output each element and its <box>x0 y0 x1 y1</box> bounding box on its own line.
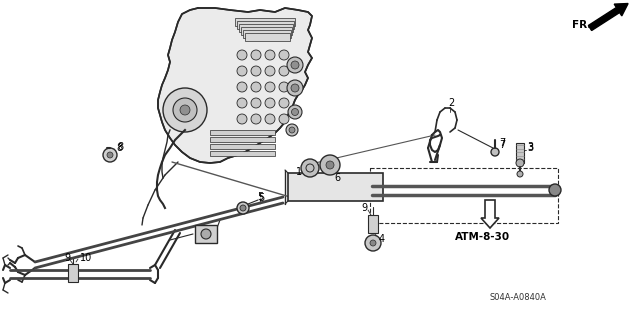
Circle shape <box>365 235 381 251</box>
Circle shape <box>265 66 275 76</box>
Text: 3: 3 <box>527 143 533 153</box>
Circle shape <box>237 98 247 108</box>
Bar <box>237 21 294 29</box>
Text: 6: 6 <box>334 173 340 183</box>
Circle shape <box>163 88 207 132</box>
Text: 1: 1 <box>296 167 302 177</box>
Circle shape <box>237 50 247 60</box>
Circle shape <box>320 155 340 175</box>
Bar <box>68 264 78 282</box>
Bar <box>241 27 292 35</box>
Text: 8: 8 <box>116 143 122 153</box>
Bar <box>245 33 290 41</box>
Circle shape <box>491 148 499 156</box>
Circle shape <box>549 184 561 196</box>
Circle shape <box>291 84 299 92</box>
Circle shape <box>326 161 334 169</box>
Circle shape <box>251 114 261 124</box>
Text: 5: 5 <box>257 192 263 202</box>
Polygon shape <box>158 8 312 163</box>
Circle shape <box>201 229 211 239</box>
Bar <box>516 143 524 163</box>
Circle shape <box>237 66 247 76</box>
FancyArrow shape <box>588 4 628 31</box>
Circle shape <box>237 82 247 92</box>
Circle shape <box>291 61 299 69</box>
Circle shape <box>279 50 289 60</box>
Bar <box>239 24 293 32</box>
Circle shape <box>279 114 289 124</box>
Circle shape <box>251 66 261 76</box>
Text: 10: 10 <box>80 253 92 263</box>
Circle shape <box>301 159 319 177</box>
Text: 5: 5 <box>258 193 264 203</box>
Circle shape <box>516 159 524 167</box>
Circle shape <box>289 127 295 133</box>
Circle shape <box>107 152 113 158</box>
Circle shape <box>237 202 249 214</box>
Circle shape <box>370 240 376 246</box>
Bar <box>210 130 275 135</box>
Text: 9: 9 <box>64 253 70 263</box>
Circle shape <box>286 124 298 136</box>
Circle shape <box>291 108 298 115</box>
Bar <box>370 168 558 223</box>
Text: 7: 7 <box>499 140 505 150</box>
Bar <box>210 151 275 156</box>
Circle shape <box>265 50 275 60</box>
Circle shape <box>265 114 275 124</box>
Circle shape <box>517 171 523 177</box>
Circle shape <box>237 114 247 124</box>
Text: 7: 7 <box>499 138 505 148</box>
Text: FR.: FR. <box>572 20 591 30</box>
Circle shape <box>173 98 197 122</box>
Circle shape <box>265 98 275 108</box>
Bar <box>243 30 291 38</box>
Circle shape <box>240 205 246 211</box>
Circle shape <box>279 66 289 76</box>
Circle shape <box>103 148 117 162</box>
Circle shape <box>251 98 261 108</box>
Text: 3: 3 <box>527 142 533 152</box>
Bar <box>235 18 295 26</box>
Text: 4: 4 <box>379 234 385 244</box>
Text: S04A-A0840A: S04A-A0840A <box>490 293 547 302</box>
Text: 8: 8 <box>117 142 123 152</box>
Bar <box>210 144 275 149</box>
Circle shape <box>288 105 302 119</box>
Circle shape <box>287 80 303 96</box>
Text: ATM-8-30: ATM-8-30 <box>455 232 510 242</box>
Bar <box>288 173 383 201</box>
Text: 2: 2 <box>448 98 454 108</box>
FancyArrow shape <box>481 200 499 228</box>
Circle shape <box>279 82 289 92</box>
Circle shape <box>251 82 261 92</box>
Circle shape <box>287 57 303 73</box>
Circle shape <box>265 82 275 92</box>
Bar <box>195 225 217 243</box>
Circle shape <box>251 50 261 60</box>
Bar <box>368 215 378 233</box>
Text: 9: 9 <box>361 203 367 213</box>
Circle shape <box>180 105 190 115</box>
Circle shape <box>279 98 289 108</box>
Bar <box>210 137 275 142</box>
